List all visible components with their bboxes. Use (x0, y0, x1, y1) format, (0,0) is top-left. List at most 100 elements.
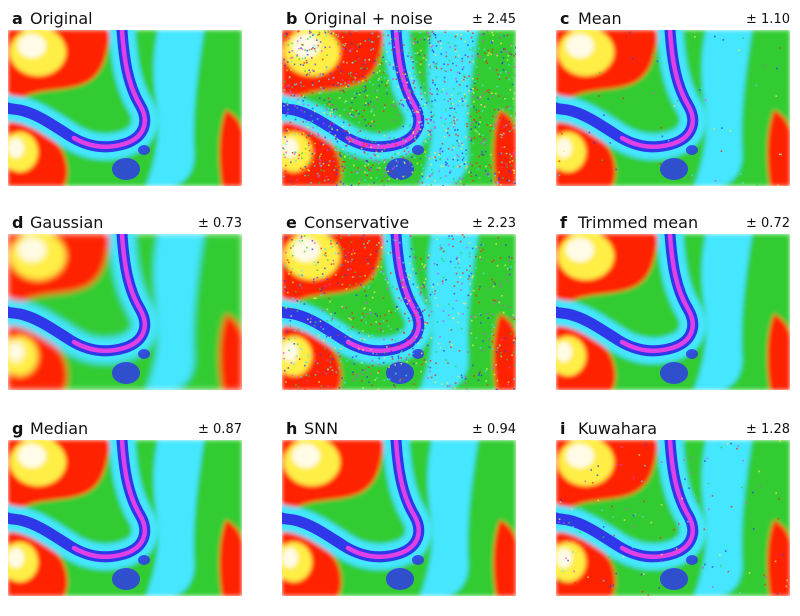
noise-dot (778, 518, 780, 520)
noise-dot (446, 93, 448, 95)
noise-dot (482, 340, 484, 342)
noise-dot (462, 101, 464, 103)
noise-dot (324, 104, 326, 106)
noise-dot (407, 303, 409, 305)
noise-dot (311, 166, 313, 168)
noise-dot (571, 509, 573, 511)
noise-dot (283, 358, 285, 360)
noise-dot (493, 161, 495, 163)
noise-dot (311, 57, 313, 59)
noise-dot (450, 170, 452, 172)
noise-dot (506, 51, 508, 53)
noise-dot (283, 105, 285, 107)
noise-dot (454, 157, 456, 159)
noise-dot (455, 366, 457, 368)
noise-dot (336, 242, 338, 244)
noise-dot (431, 130, 433, 132)
noise-dot (318, 335, 320, 337)
noise-dot (496, 69, 498, 71)
peak-white-north (566, 238, 594, 262)
noise-dot (334, 59, 336, 61)
noise-dot (317, 313, 319, 315)
noise-dot (574, 582, 576, 584)
noise-dot (484, 333, 486, 335)
noise-dot (360, 377, 362, 379)
noise-dot (346, 360, 348, 362)
noise-dot (444, 123, 446, 125)
noise-dot (288, 273, 290, 275)
noise-dot (402, 356, 404, 358)
noise-dot (448, 42, 450, 44)
noise-dot (297, 310, 299, 312)
noise-dot (326, 129, 328, 131)
noise-dot (424, 286, 426, 288)
noise-dot (306, 60, 308, 62)
noise-dot (320, 295, 322, 297)
noise-dot (306, 247, 308, 249)
noise-dot (436, 115, 438, 117)
noise-dot (492, 314, 494, 316)
noise-dot (377, 147, 379, 149)
noise-dot (500, 355, 502, 357)
noise-dot (512, 160, 514, 162)
noise-dot (326, 336, 328, 338)
noise-dot (404, 175, 406, 177)
noise-dot (342, 264, 344, 266)
noise-dot (293, 245, 295, 247)
noise-dot (500, 257, 502, 259)
noise-dot (408, 300, 410, 302)
noise-dot (742, 460, 744, 462)
noise-dot (402, 157, 404, 159)
noise-dot (421, 263, 423, 265)
noise-dot (422, 311, 424, 313)
noise-dot (469, 283, 471, 285)
noise-dot (361, 148, 363, 150)
noise-dot (503, 48, 505, 50)
noise-dot (447, 100, 449, 102)
noise-dot (364, 119, 366, 121)
noise-dot (468, 279, 470, 281)
noise-dot (306, 121, 308, 123)
noise-dot (430, 119, 432, 121)
noise-dot (457, 72, 459, 74)
noise-dot (469, 253, 471, 255)
noise-dot (443, 251, 445, 253)
noise-dot (472, 41, 474, 43)
noise-dot (328, 180, 330, 182)
noise-dot (629, 32, 631, 34)
noise-dot (355, 60, 357, 62)
noise-dot (336, 185, 338, 187)
noise-dot (345, 256, 347, 258)
noise-dot (367, 287, 369, 289)
noise-dot (364, 59, 366, 61)
noise-dot (472, 277, 474, 279)
noise-dot (445, 130, 447, 132)
noise-dot (501, 87, 503, 89)
noise-dot (454, 129, 456, 131)
noise-dot (402, 378, 404, 380)
noise-dot (309, 31, 311, 33)
noise-dot (439, 34, 441, 36)
noise-dot (284, 286, 286, 288)
noise-dot (446, 71, 448, 73)
noise-dot (285, 170, 287, 172)
noise-dot (346, 137, 348, 139)
panel-original-noise: b Original + noise ± 2.45 (282, 6, 516, 206)
noise-dot (513, 318, 515, 320)
noise-dot (478, 374, 480, 376)
noise-dot (511, 266, 513, 268)
noise-dot (376, 150, 378, 152)
noise-dot (301, 287, 303, 289)
noise-dot (396, 363, 398, 365)
noise-dot (489, 346, 491, 348)
noise-dot (452, 375, 454, 377)
noise-dot (413, 383, 415, 385)
terrain-map-mean (556, 30, 790, 186)
noise-dot (360, 284, 362, 286)
noise-dot (472, 50, 474, 52)
noise-dot (400, 352, 402, 354)
noise-dot (406, 147, 408, 149)
noise-dot (471, 333, 473, 335)
noise-dot (390, 328, 392, 330)
noise-dot (494, 354, 496, 356)
